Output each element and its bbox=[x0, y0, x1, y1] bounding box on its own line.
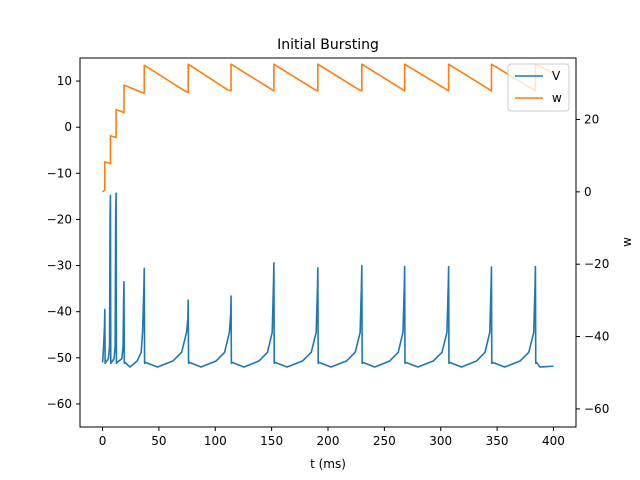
plot-area bbox=[101, 63, 554, 368]
x-tick-label-150: 150 bbox=[260, 434, 283, 448]
y-tick-label--20: −20 bbox=[47, 212, 72, 226]
x-tick-label-50: 50 bbox=[151, 434, 166, 448]
legend: V w bbox=[507, 63, 570, 112]
y-tick-label--60: −60 bbox=[47, 397, 72, 411]
y2-tick-label--60: −60 bbox=[584, 402, 609, 416]
y-tick-label--10: −10 bbox=[47, 166, 72, 180]
legend-label-w: w bbox=[552, 91, 562, 105]
x-axis: 0 50 100 150 200 250 300 350 400 bbox=[99, 427, 565, 448]
y2-tick-label--20: −20 bbox=[584, 257, 609, 271]
x-tick-label-400: 400 bbox=[542, 434, 565, 448]
y2-tick-label-20: 20 bbox=[584, 113, 599, 127]
y-tick-label-0: 0 bbox=[64, 120, 72, 134]
x-tick-label-350: 350 bbox=[486, 434, 509, 448]
chart-title: Initial Bursting bbox=[277, 37, 379, 53]
y-tick-label-10: 10 bbox=[57, 74, 72, 88]
x-axis-label: t (ms) bbox=[310, 457, 346, 471]
axes-frame bbox=[79, 57, 577, 428]
x-tick-label-300: 300 bbox=[429, 434, 452, 448]
x-tick-label-0: 0 bbox=[99, 434, 107, 448]
y-tick-label--30: −30 bbox=[47, 259, 72, 273]
x-tick-label-100: 100 bbox=[204, 434, 227, 448]
series-v-line bbox=[101, 192, 554, 368]
y2-axis-label: w bbox=[620, 237, 634, 247]
series-w-line bbox=[102, 63, 554, 193]
legend-label-v: V bbox=[552, 69, 561, 83]
y-axis-right: −60 −40 −20 0 20 bbox=[576, 113, 609, 416]
x-tick-label-250: 250 bbox=[373, 434, 396, 448]
y2-tick-label--40: −40 bbox=[584, 330, 609, 344]
x-tick-label-200: 200 bbox=[317, 434, 340, 448]
y-axis-left: −60 −50 −40 −30 −20 −10 0 10 bbox=[47, 74, 80, 411]
y2-tick-label-0: 0 bbox=[584, 185, 592, 199]
y-tick-label--40: −40 bbox=[47, 305, 72, 319]
y-tick-label--50: −50 bbox=[47, 351, 72, 365]
